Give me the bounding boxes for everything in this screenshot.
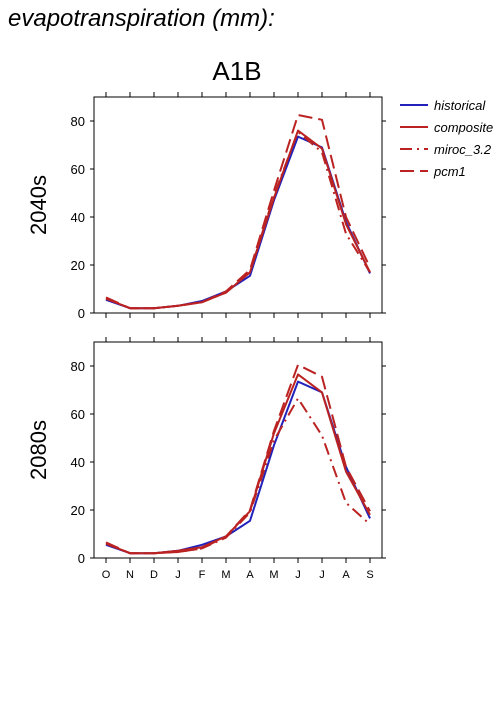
x-tick-label: M [269,569,278,581]
y-tick-label: 40 [71,210,85,225]
y-tick-label: 20 [71,258,85,273]
series-line-pcm1 [105,363,371,555]
legend-label-miroc: miroc_3.2 [434,142,492,157]
panel-2040s: 0 20 40 60 80 2040s [26,92,386,321]
x-tick-label: D [150,569,158,581]
legend: historical composite miroc_3.2 pcm1 [400,98,493,179]
y-tick-label: 20 [71,503,85,518]
chart-title: evapotranspiration (mm): [8,5,275,32]
y-tick-label: 80 [71,359,85,374]
panel-2080s: 0 20 40 60 80 O N D J F M A M J J A S 2080s [26,337,386,581]
panels: 0 20 40 60 80 2040s 0 20 40 60 80 O N D J F M A M J J A S 2080s [26,92,386,581]
y-tick-label: 0 [78,551,85,566]
plot-frame [93,96,383,314]
x-tick-label: S [366,569,373,581]
y-tick-label: 0 [78,306,85,321]
x-tick-label: F [199,569,206,581]
y-tick-label: 40 [71,455,85,470]
legend-label-composite: composite [434,120,493,135]
series-line-pcm1 [105,114,371,310]
plot-frame [93,341,383,559]
scenario-label: A1B [212,56,261,86]
x-tick-label: O [102,569,111,581]
x-tick-label: J [295,569,301,581]
y-tick-label: 60 [71,162,85,177]
series-line-composite [105,373,371,555]
row-label-2080s: 2080s [26,420,51,480]
x-tick-label: A [246,569,254,581]
x-tick-label: M [221,569,230,581]
y-tick-label: 60 [71,407,85,422]
x-tick-label: N [126,569,134,581]
x-tick-label: A [342,569,350,581]
x-tick-label: J [319,569,325,581]
series-line-miroc [105,397,371,555]
row-label-2040s: 2040s [26,175,51,235]
x-tick-label: J [175,569,181,581]
legend-label-historical: historical [434,98,486,113]
y-tick-label: 80 [71,114,85,129]
legend-label-pcm1: pcm1 [433,164,466,179]
